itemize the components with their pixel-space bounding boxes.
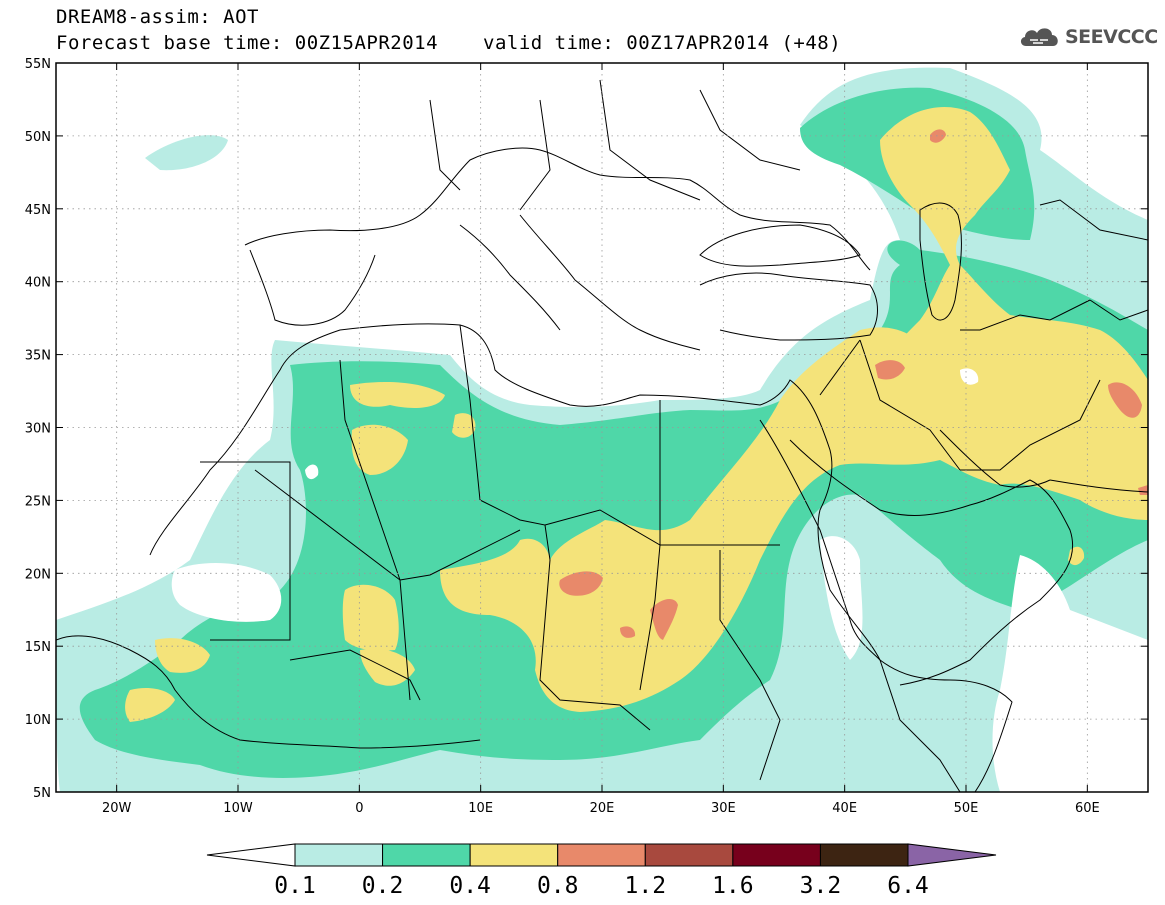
persian-gulf [939,429,1051,488]
colorbar-high-arrow [907,843,997,867]
colorbar-swatch [819,843,909,867]
border-12 [819,339,861,396]
arabia-coast [789,439,1074,686]
axis-ticks: 55N 50N 45N 40N 35N 30N 25N 20N 15N 10N 5N 20W 10W 0 1… [25,57,1148,816]
colorbar-label: 0.8 [537,873,579,899]
border-17 [519,99,551,211]
colorbar-swatch [644,843,734,867]
lat-tick-label: 30N [25,422,51,437]
border-10 [289,649,421,701]
lat-tick-label: 15N [25,640,51,655]
colorbar: 0.1 0.2 0.4 0.8 1.2 1.6 3.2 6.4 [206,843,997,899]
border-16 [960,299,1091,331]
colorbar-swatch [732,843,821,867]
colorbar-label: 1.2 [625,873,667,899]
africa-coastline [149,323,1013,792]
aot-clear-areas [171,368,1148,792]
lat-tick-label: 20N [25,567,51,582]
colorbar-label: 0.4 [449,873,491,899]
iberia-outline [249,249,376,326]
border-3 [339,359,401,581]
colorbar-swatch [557,843,646,867]
lon-tick-label: 20W [102,801,132,816]
border-18 [599,79,701,201]
colorbar-label: 1.6 [712,873,754,899]
anatolia-outline [699,272,878,341]
valid-time: valid time: 00Z17APR2014 (+48) [483,32,842,54]
black-sea [699,224,861,267]
border-1 [200,461,291,641]
balkans-outline [519,214,701,351]
colorbar-label: 0.1 [274,873,316,899]
colorbar-label: 3.2 [800,873,842,899]
logo-text: SEEVCCC [1065,26,1158,48]
border-7 [539,559,651,731]
lat-tick-label: 45N [25,203,51,218]
colorbar-swatch [294,843,384,867]
red-sea [759,419,881,661]
forecast-base-time: Forecast base time: 00Z15APR2014 [56,32,439,54]
coastlines-borders [56,79,1148,792]
graticule [56,63,1148,792]
colorbar-label: 6.4 [887,873,929,899]
aot-level-0.4 [125,107,1148,722]
iran-coast [1049,479,1148,493]
italy-outline [459,224,561,331]
lon-tick-label: 40E [832,801,857,816]
border-20 [429,99,461,191]
lat-tick-label: 10N [25,713,51,728]
border-8 [639,544,661,691]
lon-tick-label: 10E [468,801,493,816]
aot-shading [56,67,1148,792]
border-21 [719,550,781,781]
border-15 [1089,299,1148,321]
caspian-sea [919,202,962,321]
border-4 [459,324,551,561]
map-title: DREAM8-assim: AOT [56,6,259,28]
lon-tick-label: 10W [223,801,253,816]
lat-tick-label: 50N [25,130,51,145]
lon-tick-label: 30E [711,801,736,816]
colorbar-label: 0.2 [362,873,404,899]
lat-tick-label: 5N [33,786,51,801]
border-11 [859,339,961,471]
lat-tick-label: 25N [25,494,51,509]
lon-tick-label: 0 [355,801,363,816]
colorbar-swatch [469,843,559,867]
lon-tick-label: 60E [1075,801,1100,816]
lat-tick-label: 35N [25,349,51,364]
border-5 [544,400,661,546]
border-13 [960,379,1101,471]
west-africa-coast [56,635,481,749]
colorbar-swatch [382,843,471,867]
lon-tick-label: 50E [954,801,979,816]
europe-coast [244,147,871,271]
seevccc-logo: SEEVCCC [1018,24,1158,50]
lon-tick-label: 20E [590,801,615,816]
border-19 [699,89,801,171]
border-14 [1039,199,1148,241]
lat-tick-label: 55N [25,57,51,72]
lat-tick-label: 40N [25,276,51,291]
colorbar-low-arrow [206,843,296,867]
aot-level-0.8 [559,129,1148,640]
border-22 [879,659,961,792]
cloud-icon [1020,28,1058,46]
border-9 [399,529,521,581]
